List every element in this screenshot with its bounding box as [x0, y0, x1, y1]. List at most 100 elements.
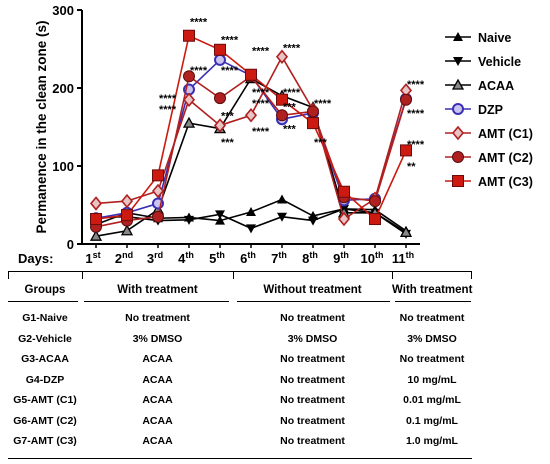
data-point — [400, 144, 412, 157]
header-with-treatment-2: With treatment — [392, 284, 473, 296]
table-tick — [233, 271, 234, 279]
x-tick-label: 2nd — [115, 250, 133, 266]
legend-marker — [452, 103, 464, 115]
significance-label: **** — [252, 126, 270, 138]
significance-label: **** — [190, 65, 208, 77]
row-without-treatment: No treatment — [280, 435, 345, 447]
x-tick-label: 5th — [209, 250, 225, 266]
y-axis-title: Permanence in the clean zone (s) — [34, 20, 49, 233]
legend-label: ACAA — [478, 79, 514, 93]
legend-item: Naive — [445, 31, 511, 45]
row-with-treatment: ACAA — [142, 414, 173, 427]
row-with-treatment-2: 3% DMSO — [407, 332, 457, 345]
legend-item: Vehicle — [445, 55, 521, 69]
row-group: G4-DZP — [25, 373, 65, 386]
legend-label: AMT (C3) — [478, 175, 533, 189]
data-point — [182, 92, 196, 107]
data-point — [89, 229, 103, 241]
data-point — [183, 29, 195, 42]
significance-label: **** — [407, 108, 425, 120]
series-line — [95, 74, 407, 228]
y-tick-label: 0 — [67, 237, 74, 252]
significance-label: **** — [283, 42, 301, 54]
legend-marker — [451, 78, 465, 90]
days-label: Days: — [18, 251, 53, 266]
x-tick-label: 1st — [85, 250, 100, 266]
row-without-treatment: No treatment — [280, 414, 345, 427]
legend-label: AMT (C2) — [478, 151, 533, 165]
treatment-table: Groups With treatment Without treatment … — [0, 270, 550, 464]
series-line — [95, 34, 407, 221]
significance-label: *** — [221, 137, 235, 149]
x-tick-label: 8th — [302, 250, 318, 266]
data-point — [399, 225, 413, 237]
legend-label: DZP — [478, 103, 503, 117]
row-group: G3-ACAA — [21, 353, 69, 365]
table-tick — [82, 271, 83, 279]
row-without-treatment: No treatment — [280, 312, 345, 324]
x-tick-label: 9th — [333, 250, 349, 266]
legend-item: DZP — [445, 103, 503, 117]
significance-label: **** — [221, 35, 239, 47]
row-without-treatment: No treatment — [280, 373, 345, 386]
chart-legend: Naive Vehicle ACAA DZP AMT (C1) AMT (C2) AMT (… — [445, 31, 533, 189]
row-without-treatment: No treatment — [280, 394, 345, 406]
x-tick-label: 4th — [178, 250, 194, 266]
series-amt-c3 — [90, 29, 412, 226]
table-top-rule — [8, 271, 472, 272]
data-point — [152, 210, 164, 223]
row-group: G2-Vehicle — [18, 332, 72, 345]
row-without-treatment: No treatment — [280, 353, 345, 365]
row-with-treatment: ACAA — [142, 435, 173, 447]
x-tick-label: 10th — [361, 250, 384, 266]
data-point — [213, 118, 227, 133]
data-point — [183, 70, 195, 83]
row-group: G7-AMT (C3) — [13, 435, 77, 447]
data-point — [338, 185, 350, 198]
data-point — [337, 211, 351, 227]
row-with-treatment-2: 10 mg/mL — [407, 373, 457, 386]
significance-label: **** — [407, 139, 425, 151]
chart-series — [89, 29, 413, 241]
data-point — [121, 209, 133, 222]
data-point — [215, 210, 225, 220]
data-point — [307, 117, 319, 130]
data-point — [307, 105, 319, 118]
legend-marker — [453, 32, 463, 41]
significance-label: **** — [159, 104, 177, 116]
table-bottom-rule — [8, 458, 472, 459]
table-tick — [471, 271, 472, 279]
header-rule — [8, 301, 78, 302]
data-point — [275, 49, 289, 65]
significance-label: **** — [314, 98, 332, 110]
header-rule — [84, 301, 229, 302]
significance-label: **** — [252, 46, 270, 58]
row-with-treatment-2: No treatment — [399, 312, 465, 324]
x-tick-label: 3rd — [147, 250, 163, 266]
y-tick-label: 200 — [52, 81, 74, 96]
header-rule — [395, 301, 471, 302]
table-tick — [392, 271, 393, 279]
data-point — [369, 213, 381, 226]
row-without-treatment: 3% DMSO — [287, 332, 338, 345]
chart-axes: 0 100 200 300 1st 2nd 3rd 4th 5th 6th 7th 8th 9th 10t… — [18, 3, 420, 266]
data-point — [308, 216, 318, 226]
row-group: G5-AMT (C1) — [13, 394, 77, 406]
header-with-treatment: With treatment — [117, 284, 198, 296]
legend-item: AMT (C2) — [445, 151, 533, 165]
line-chart: 0 100 200 300 1st 2nd 3rd 4th 5th 6th 7th 8th 9th 10t… — [18, 3, 533, 266]
header-rule — [237, 301, 390, 302]
legend-label: Naive — [478, 31, 511, 45]
row-group: G1-Naive — [22, 312, 68, 324]
significance-label: ** — [407, 161, 416, 173]
row-with-treatment: ACAA — [142, 373, 173, 386]
x-tick-label: 7th — [271, 250, 287, 266]
data-point — [182, 116, 196, 128]
y-tick-label: 100 — [52, 159, 74, 174]
data-point — [246, 224, 256, 234]
legend-item: ACAA — [445, 78, 514, 93]
data-point — [214, 43, 226, 56]
significance-label: **** — [252, 87, 270, 99]
significance-label: **** — [190, 17, 208, 29]
legend-marker — [453, 57, 463, 66]
